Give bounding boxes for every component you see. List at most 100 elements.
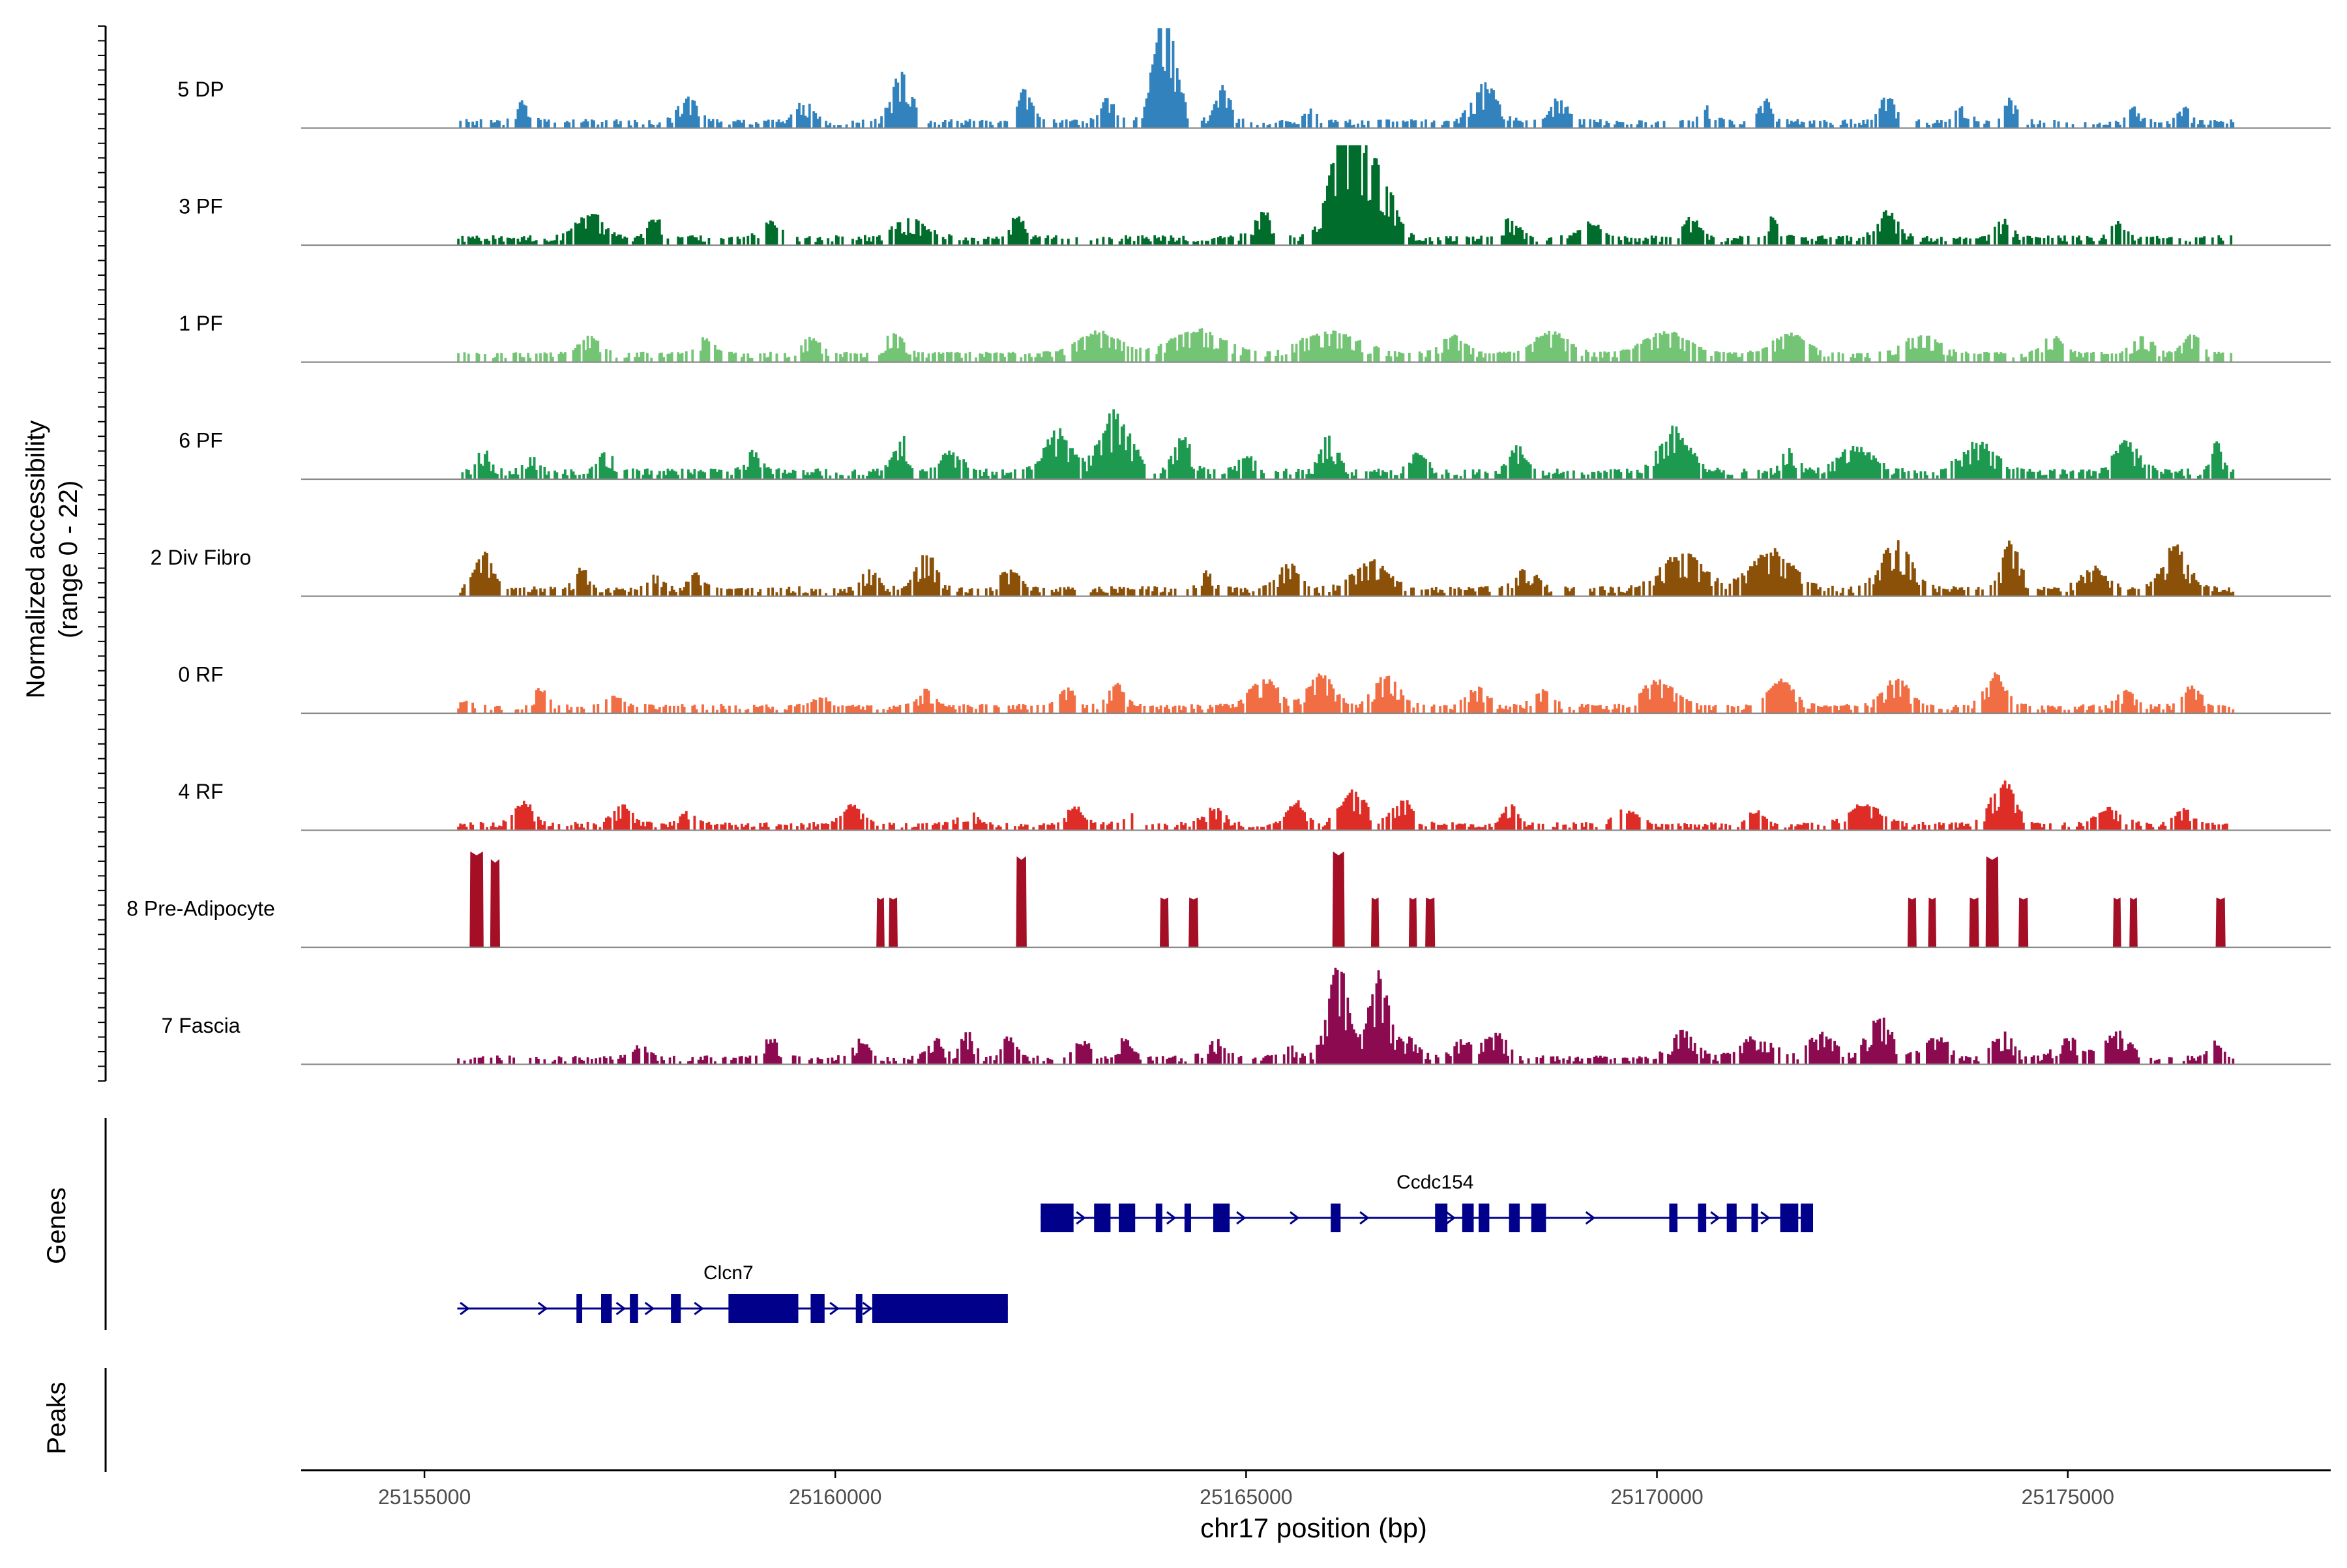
x-tick-label: 25160000 xyxy=(789,1485,881,1509)
gene-exon xyxy=(1462,1204,1474,1232)
gene-name-label: Clcn7 xyxy=(703,1262,754,1284)
track-5 xyxy=(301,540,2331,597)
gene-exon xyxy=(1669,1204,1678,1232)
track-label: 7 Fascia xyxy=(162,1014,241,1037)
track-2 xyxy=(301,145,2331,246)
coverage-area xyxy=(457,328,2233,362)
coverage-block xyxy=(1969,897,1979,947)
x-tick-label: 25165000 xyxy=(1200,1485,1292,1509)
gene-ccdc154: Ccdc154 xyxy=(1041,1172,1813,1232)
coverage-block xyxy=(1907,897,1917,947)
gene-exon xyxy=(601,1294,612,1323)
gene-exon xyxy=(1155,1204,1162,1232)
track-1 xyxy=(301,28,2331,129)
coverage-area xyxy=(459,28,2235,128)
coverage-block xyxy=(1016,856,1027,947)
track-6 xyxy=(301,672,2331,715)
gene-exon xyxy=(1751,1204,1758,1232)
gene-exon xyxy=(1509,1204,1520,1232)
track-7 xyxy=(301,780,2331,831)
x-axis-title: chr17 position (bp) xyxy=(1200,1513,1427,1543)
y-axis-title-line-1: Normalized accessibility xyxy=(22,421,50,699)
coverage-area xyxy=(457,968,2235,1065)
gene-exon xyxy=(810,1294,825,1323)
coverage-block xyxy=(2215,897,2226,947)
gene-exon xyxy=(1119,1204,1136,1232)
coverage-block xyxy=(876,897,885,947)
track-label: 2 Div Fibro xyxy=(151,546,252,569)
gene-exon xyxy=(855,1294,863,1323)
coverage-block xyxy=(1332,851,1345,947)
coverage-block xyxy=(1160,897,1169,947)
y-axis xyxy=(98,25,107,1472)
track-label: 8 Pre-Adipocyte xyxy=(126,897,275,921)
x-tick-label: 25175000 xyxy=(2022,1485,2114,1509)
gene-direction-arrow xyxy=(1076,1211,1086,1225)
coverage-block xyxy=(1928,897,1937,947)
track-3 xyxy=(301,328,2331,363)
coverage-block xyxy=(889,897,898,947)
gene-exon xyxy=(1801,1204,1813,1232)
coverage-area xyxy=(459,540,2235,597)
gene-exon xyxy=(728,1294,799,1323)
coverage-block xyxy=(490,859,500,947)
gene-direction-arrow xyxy=(1166,1211,1177,1225)
gene-direction-arrow xyxy=(1760,1211,1771,1225)
coverage-block xyxy=(1425,897,1436,947)
coverage-block xyxy=(2129,897,2138,947)
gene-exon xyxy=(1780,1204,1799,1232)
gene-direction-arrow xyxy=(537,1301,548,1316)
track-label: 1 PF xyxy=(179,312,223,335)
peaks-track-label: Peaks xyxy=(42,1382,71,1454)
gene-direction-arrow xyxy=(862,1301,873,1316)
gene-name-label: Ccdc154 xyxy=(1396,1172,1473,1193)
gene-exon xyxy=(1184,1204,1191,1232)
coverage-block xyxy=(469,851,484,947)
gene-direction-arrow xyxy=(1290,1211,1300,1225)
gene-exon xyxy=(671,1294,681,1323)
gene-exon xyxy=(1698,1204,1707,1232)
coverage-area xyxy=(457,780,2228,831)
tracks-layer xyxy=(301,28,2331,1065)
gene-exon xyxy=(1094,1204,1111,1232)
x-tick-label: 25155000 xyxy=(378,1485,471,1509)
gene-direction-arrow xyxy=(1710,1211,1720,1225)
gene-exon xyxy=(872,1294,1008,1323)
track-4 xyxy=(301,409,2331,481)
gene-direction-arrow xyxy=(829,1301,840,1316)
coverage-block xyxy=(1985,856,1999,947)
gene-track: Ccdc154 Clcn7 xyxy=(457,1172,1813,1323)
coverage-area xyxy=(457,672,2235,714)
track-9 xyxy=(301,968,2331,1065)
genes-track-label: Genes xyxy=(42,1187,71,1264)
gene-direction-arrow xyxy=(1585,1211,1596,1225)
gene-exon xyxy=(630,1294,638,1323)
gene-clcn7: Clcn7 xyxy=(457,1262,1008,1323)
track-label: 4 RF xyxy=(178,780,223,803)
gene-direction-arrow xyxy=(1236,1211,1247,1225)
gene-exon xyxy=(1435,1204,1448,1232)
gene-exon xyxy=(1479,1204,1490,1232)
gene-exon xyxy=(1213,1204,1230,1232)
track-label: 3 PF xyxy=(179,195,223,218)
gene-exon xyxy=(576,1294,583,1323)
coverage-block xyxy=(1408,897,1417,947)
gene-exon xyxy=(1041,1204,1074,1232)
y-axis-title-line-2: (range 0 - 22) xyxy=(54,481,83,638)
x-tick-label: 25170000 xyxy=(1610,1485,1703,1509)
coverage-area xyxy=(457,145,2233,246)
track-label: 0 RF xyxy=(178,663,223,687)
track-8 xyxy=(301,851,2331,949)
coverage-area xyxy=(461,409,2235,480)
gene-direction-arrow xyxy=(1445,1211,1456,1225)
gene-direction-arrow xyxy=(460,1301,470,1316)
gene-exon xyxy=(1331,1204,1341,1232)
coverage-block xyxy=(2113,897,2121,947)
track-labels-layer: 5 DP 3 PF 1 PF 6 PF 2 Div Fibro 0 RF 4 RF 8 Pre… xyxy=(126,78,275,1037)
gene-exon xyxy=(1531,1204,1546,1232)
track-label: 6 PF xyxy=(179,429,223,452)
coverage-block xyxy=(2018,897,2029,947)
